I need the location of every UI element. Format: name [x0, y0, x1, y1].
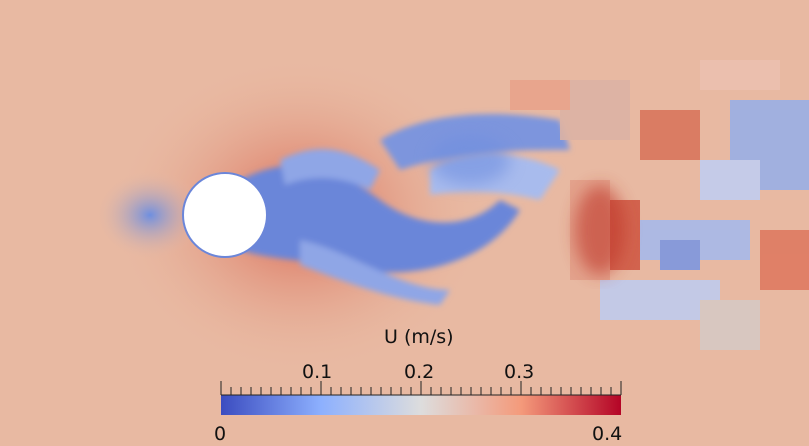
colorbar-label-0-3: 0.3 — [504, 361, 535, 383]
cylinder-obstacle — [182, 172, 268, 258]
colorbar — [220, 381, 622, 415]
colorbar-title: U (m/s) — [384, 326, 454, 348]
stagnation-zone — [95, 170, 205, 260]
colorbar-label-0-2: 0.2 — [404, 361, 435, 383]
colorbar-label-0-1: 0.1 — [302, 361, 333, 383]
colorbar-ticks — [220, 381, 622, 396]
colorbar-gradient — [221, 395, 621, 415]
colorbar-label-max: 0.4 — [592, 423, 623, 445]
colorbar-label-min: 0 — [214, 423, 227, 445]
